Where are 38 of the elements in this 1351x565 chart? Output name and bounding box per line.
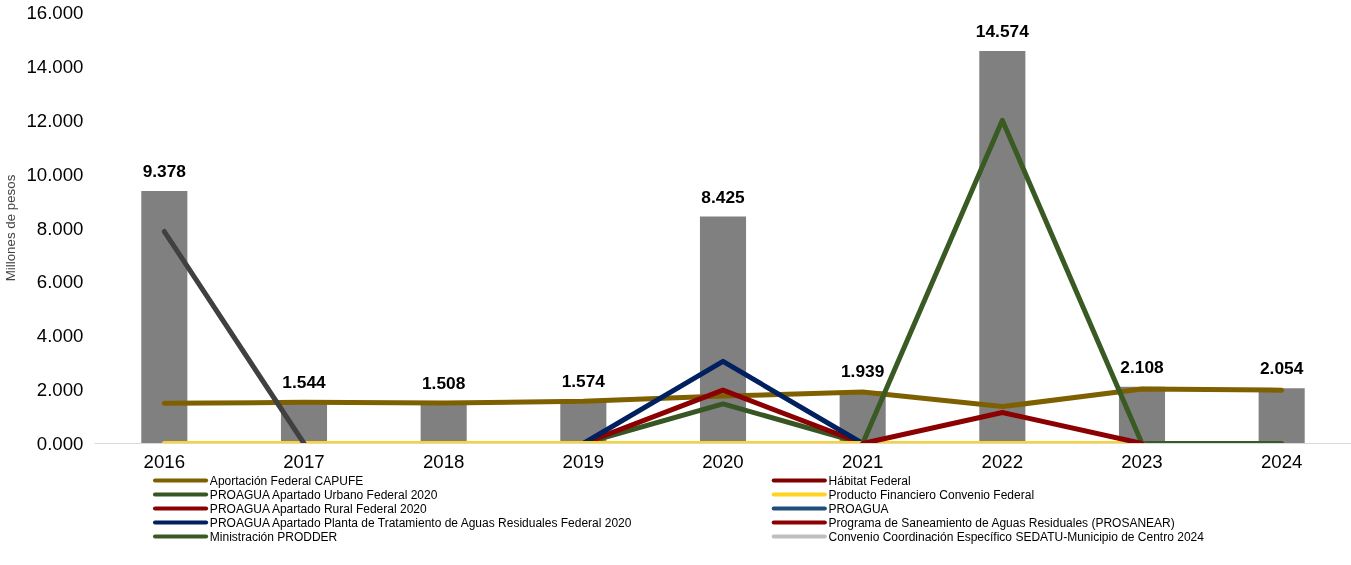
data-label: 14.574 [975,20,1030,41]
legend-label: PROAGUA Apartado Rural Federal 2020 [209,501,427,516]
data-label: 9.378 [142,160,187,181]
y-tick-label: 0.000 [36,433,84,454]
x-tick-label: 2018 [422,450,465,472]
x-tick-label: 2020 [702,450,744,472]
x-tick-label: 2016 [143,450,186,472]
legend-label: PROAGUA [828,501,889,516]
x-tick-label: 2019 [562,450,605,472]
y-tick-label: 14.000 [26,55,84,77]
legend-label: Ministración PRODDER [209,529,338,544]
data-label: 8.425 [701,186,746,207]
x-tick-label: 2021 [841,450,884,472]
x-tick-label: 2023 [1121,450,1163,472]
y-tick-label: 2.000 [36,379,84,401]
data-label: 1.508 [421,372,466,393]
legend-label: Hábitat Federal [828,473,911,488]
legend-label: Aportación Federal CAPUFE [209,473,364,488]
data-label: 2.108 [1120,356,1165,377]
legend-label: PROAGUA Apartado Planta de Tratamiento de Aguas Residuales Federal 2020 [209,515,632,530]
y-tick-label: 6.000 [36,271,84,293]
y-tick-label: 10.000 [26,163,84,185]
y-tick-label: 8.000 [36,217,84,239]
data-label: 1.574 [561,371,606,392]
y-tick-label: 12.000 [26,109,84,131]
x-tick-label: 2017 [283,450,325,472]
y-tick-label: 16.000 [26,2,84,23]
y-tick-label: 4.000 [36,325,84,347]
legend-label: Programa de Saneamiento de Aguas Residuales (PROSANEAR) [828,515,1175,530]
data-label: 1.544 [282,371,327,392]
legend-label: Producto Financiero Convenio Federal [828,487,1035,502]
x-tick-label: 2022 [981,450,1024,472]
data-label: 2.054 [1259,358,1304,379]
legend-label: PROAGUA Apartado Urbano Federal 2020 [209,487,438,502]
data-label: 1.939 [840,361,885,382]
legend-label: Convenio Coordinación Específico SEDATU-Municipio de Centro 2024 [828,529,1205,544]
y-axis-title: Millones de pesos [3,174,19,282]
x-tick-label: 2024 [1260,450,1303,472]
